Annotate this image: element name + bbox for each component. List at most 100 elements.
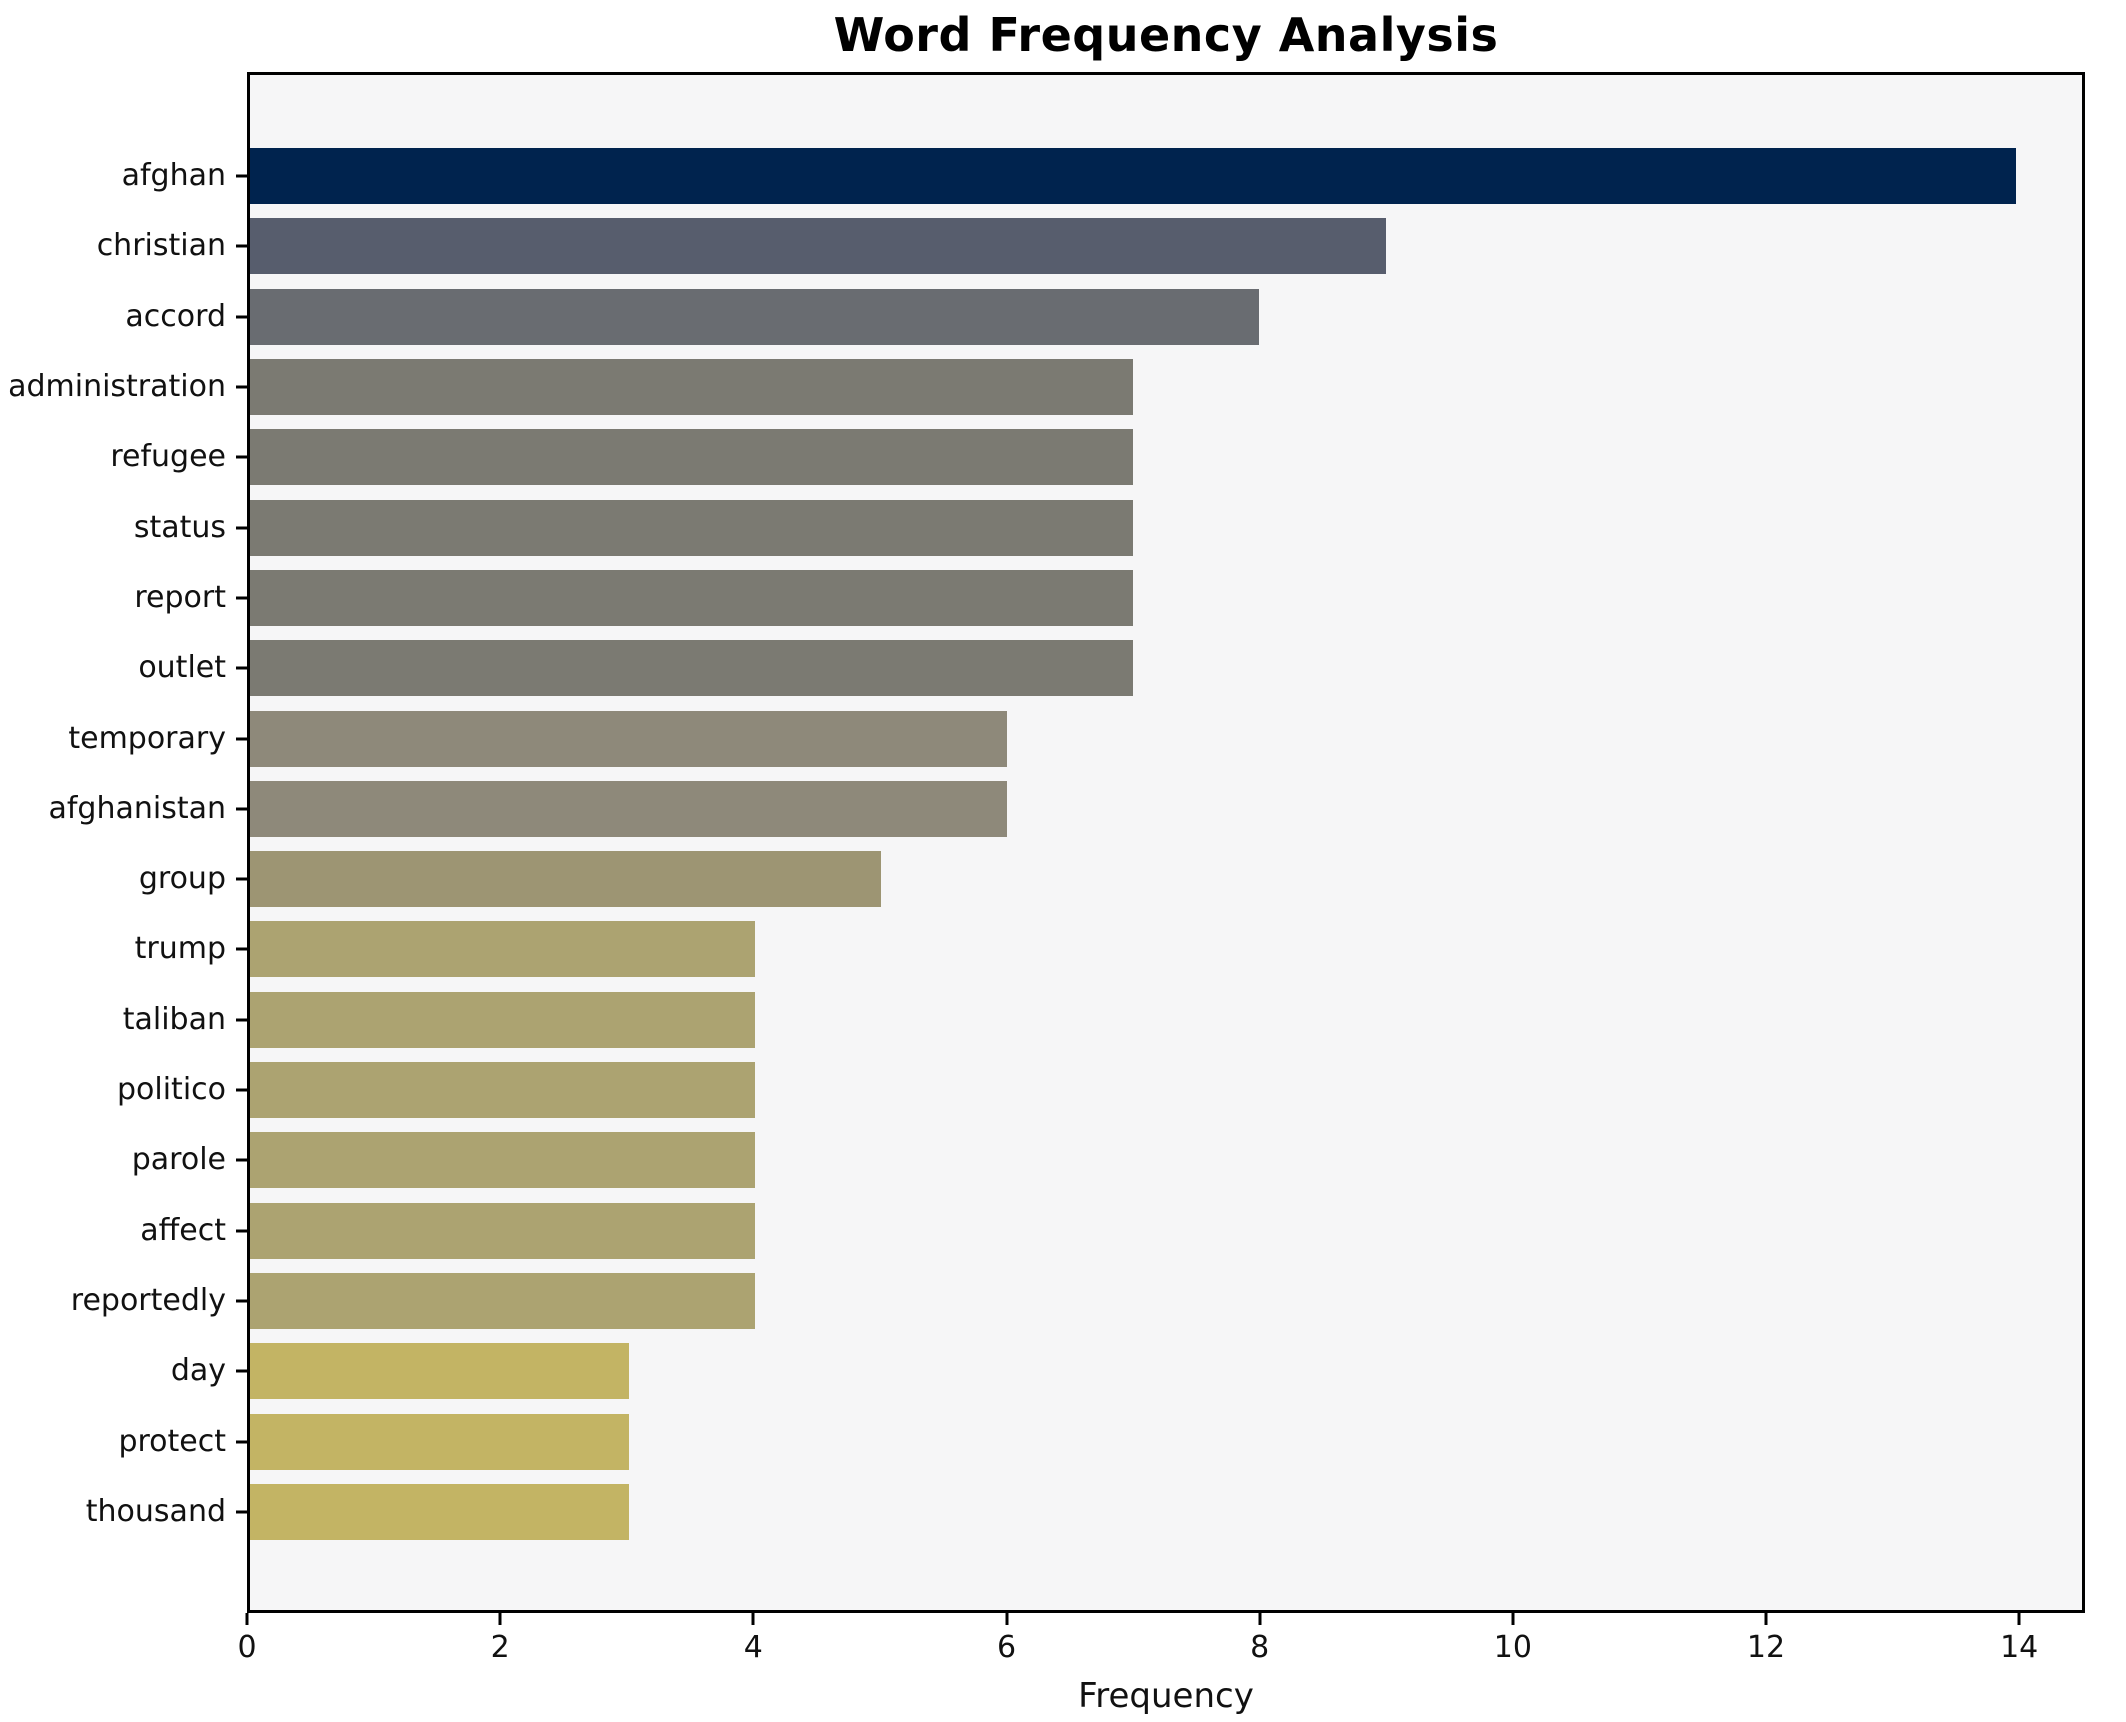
- y-tick-mark: [236, 1229, 247, 1233]
- y-tick-label: afghanistan: [48, 790, 226, 826]
- y-tick-label: accord: [125, 298, 226, 334]
- y-tick-mark: [236, 1088, 247, 1092]
- x-tick-mark: [751, 1613, 755, 1625]
- bar: [250, 851, 881, 908]
- bar-row: report: [134, 569, 2082, 626]
- bar: [250, 358, 1134, 415]
- y-tick-mark: [236, 174, 247, 178]
- bar: [250, 288, 1260, 345]
- y-tick-mark: [236, 315, 247, 319]
- bar-row: outlet: [138, 640, 2082, 697]
- y-tick-mark: [236, 1299, 247, 1303]
- bar-row: group: [139, 851, 2082, 908]
- bar-row: affect: [140, 1202, 2082, 1259]
- bars-container: afghan christian accord administration refug…: [8, 75, 2082, 1610]
- bar-row: day: [171, 1343, 2082, 1400]
- bar: [250, 921, 755, 978]
- x-tick-mark: [2017, 1613, 2021, 1625]
- x-tick-mark: [1005, 1613, 1008, 1625]
- bar-row: thousand: [86, 1483, 2082, 1540]
- y-tick-label: group: [138, 861, 226, 897]
- y-tick-label: thousand: [85, 1493, 226, 1529]
- y-tick-mark: [236, 596, 247, 600]
- y-tick-mark: [236, 1369, 247, 1373]
- x-tick-mark: [1764, 1613, 1768, 1625]
- bar: [250, 429, 1134, 486]
- y-tick-mark: [236, 1440, 247, 1444]
- bar: [250, 710, 1008, 767]
- y-tick-label: parole: [131, 1142, 226, 1178]
- bar-row: refugee: [110, 429, 2082, 486]
- bar: [250, 1202, 755, 1259]
- y-tick-mark: [236, 947, 247, 951]
- y-tick-mark: [236, 737, 247, 740]
- bar: [250, 1132, 755, 1189]
- x-tick-label: 0: [237, 1630, 257, 1665]
- bar: [250, 569, 1134, 626]
- bar-row: temporary: [68, 710, 2082, 767]
- y-tick-label: report: [134, 579, 226, 615]
- x-tick-label: 8: [1250, 1630, 1270, 1665]
- bar: [250, 1343, 629, 1400]
- x-tick-label: 12: [1746, 1630, 1786, 1665]
- bar-row: trump: [135, 921, 2082, 978]
- bar-row: taliban: [123, 991, 2082, 1048]
- y-tick-label: temporary: [68, 720, 226, 756]
- y-tick-mark: [236, 1018, 247, 1022]
- y-tick-label: administration: [8, 368, 226, 404]
- y-tick-label: refugee: [110, 439, 226, 475]
- y-tick-label: protect: [118, 1423, 226, 1459]
- y-tick-label: afghan: [121, 158, 226, 193]
- y-tick-mark: [236, 526, 247, 530]
- plot-area: afghan christian accord administration refug…: [8, 72, 2085, 1613]
- x-tick-mark: [1511, 1613, 1515, 1625]
- y-tick-label: outlet: [138, 650, 226, 686]
- y-tick-label: trump: [134, 931, 226, 967]
- y-tick-label: affect: [140, 1212, 226, 1248]
- x-tick-label: 10: [1493, 1630, 1532, 1665]
- bar: [250, 1483, 629, 1540]
- bar-row: accord: [125, 288, 2082, 345]
- bar-row: afghan: [122, 148, 2082, 204]
- bar: [250, 991, 755, 1048]
- chart-title: Word Frequency Analysis: [833, 8, 1499, 62]
- x-tick-label: 4: [743, 1630, 763, 1665]
- y-tick-label: reportedly: [70, 1283, 226, 1318]
- x-tick-label: 2: [490, 1630, 510, 1665]
- bar: [250, 780, 1008, 837]
- bar-row: afghanistan: [48, 780, 2082, 837]
- y-tick-label: politico: [116, 1072, 226, 1108]
- y-tick-mark: [236, 877, 247, 881]
- bar: [250, 499, 1134, 556]
- y-tick-label: taliban: [122, 1001, 226, 1037]
- bar: [250, 1273, 755, 1329]
- bar: [250, 1413, 629, 1470]
- bar-row: protect: [118, 1413, 2082, 1470]
- x-tick-mark: [1258, 1613, 1262, 1625]
- bar-row: parole: [132, 1132, 2082, 1189]
- x-tick-label: 14: [2000, 1630, 2039, 1665]
- bar: [250, 640, 1134, 697]
- bar-row: administration: [8, 358, 2082, 415]
- bar-row: christian: [97, 218, 2082, 275]
- y-tick-mark: [236, 807, 247, 811]
- x-tick-label: 6: [996, 1630, 1017, 1665]
- bar-row: reportedly: [71, 1273, 2082, 1329]
- x-tick-mark: [245, 1613, 249, 1625]
- y-tick-mark: [236, 385, 247, 389]
- x-axis-label: Frequency: [1078, 1676, 1254, 1716]
- bar: [250, 1062, 755, 1119]
- bar-row: politico: [117, 1062, 2082, 1119]
- y-tick-label: christian: [96, 228, 226, 264]
- bar: [250, 148, 2017, 204]
- y-tick-mark: [236, 666, 247, 670]
- x-tick-mark: [498, 1613, 502, 1625]
- y-tick-mark: [236, 455, 247, 459]
- y-tick-mark: [236, 1510, 247, 1514]
- y-tick-label: status: [133, 509, 226, 545]
- y-tick-mark: [236, 244, 247, 248]
- y-tick-mark: [236, 1158, 247, 1162]
- bar: [250, 218, 1386, 275]
- x-axis: 0 2 4 6 8 10 12 14: [237, 1613, 2085, 1673]
